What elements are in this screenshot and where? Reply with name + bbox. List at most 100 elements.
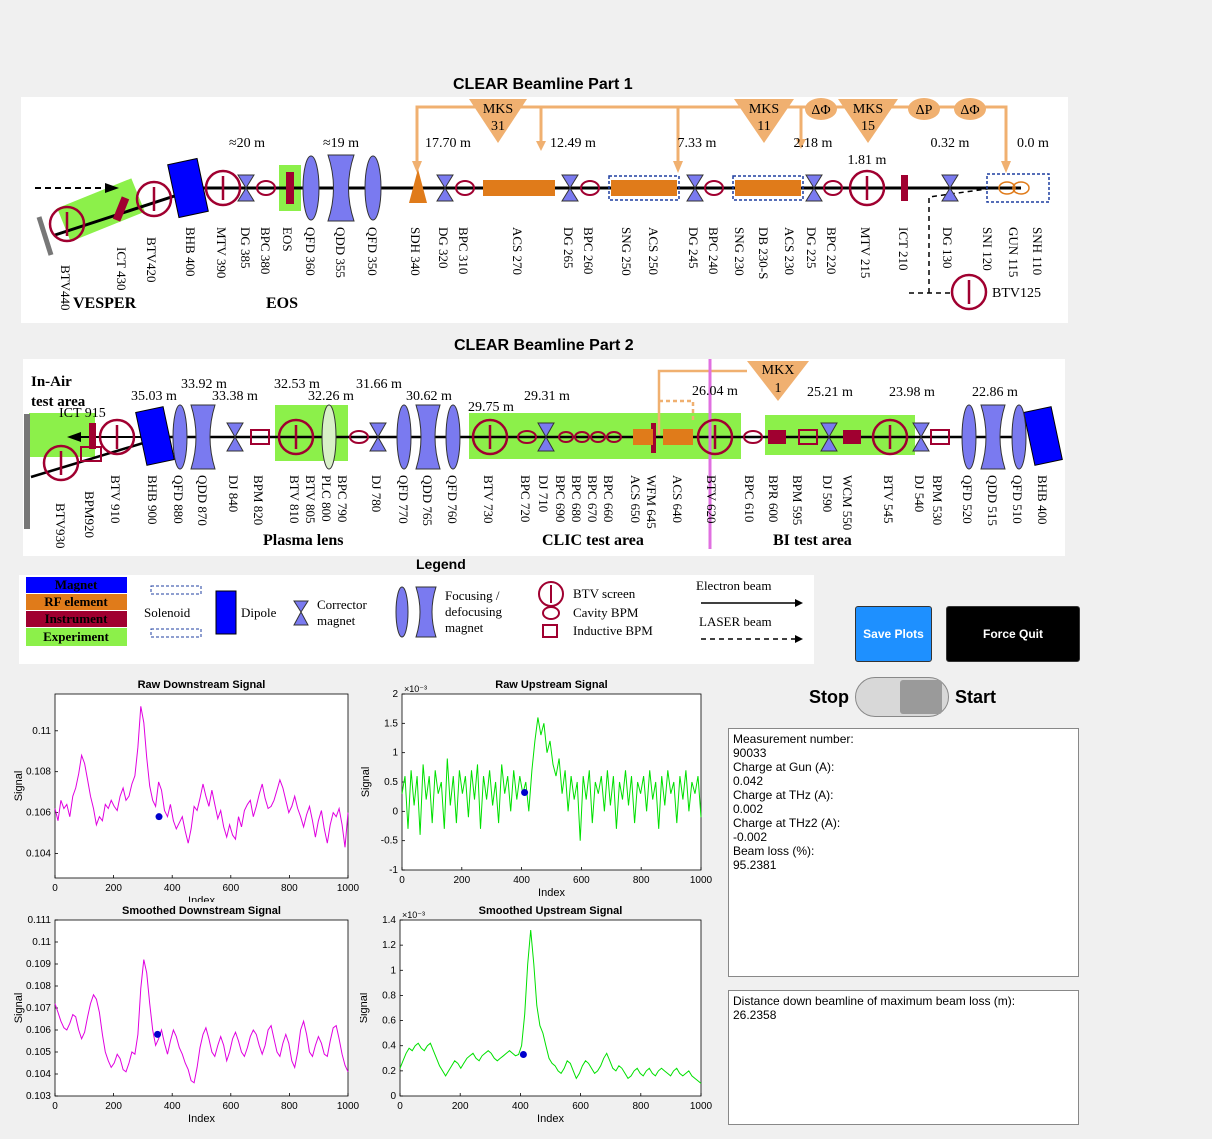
y-tick-label: 0.108	[26, 767, 51, 778]
in-air-label: In-Air	[31, 374, 72, 390]
distance-label: 17.70 m	[425, 136, 471, 151]
element-label: BTV 805	[303, 475, 318, 524]
y-tick-label: 0.109	[26, 959, 51, 970]
x-tick-label: 1000	[690, 1101, 713, 1112]
legend-laser: LASER beam	[699, 614, 772, 629]
element-label: BPM 530	[930, 475, 945, 525]
rf-label-mks31a: MKS	[483, 102, 513, 117]
y-tick-label: 0.8	[382, 990, 396, 1001]
series-line	[54, 706, 349, 848]
element-label: BTV 910	[108, 475, 123, 524]
mkx-label-a: MKX	[762, 363, 795, 378]
plot-title: Raw Upstream Signal	[495, 679, 607, 691]
x-axis-label: Index	[538, 887, 565, 899]
rf-label-mks11a: MKS	[749, 102, 779, 117]
series-line	[401, 717, 702, 841]
area-label-clic: CLIC test area	[542, 532, 644, 549]
start-stop-switch[interactable]	[855, 677, 949, 717]
y-tick-label: 0.2	[382, 1066, 396, 1077]
element-label: EOS	[280, 227, 295, 252]
element-label: BPC 310	[456, 227, 471, 274]
distance-label: ≈20 m	[229, 136, 265, 151]
element-label: BPC 260	[581, 227, 596, 274]
x-tick-label: 600	[222, 1101, 239, 1112]
force-quit-button[interactable]: Force Quit	[946, 606, 1080, 662]
measurement-info-box: Measurement number: 90033 Charge at Gun …	[728, 728, 1079, 977]
x-tick-label: 0	[397, 1101, 403, 1112]
plot-area	[54, 693, 349, 879]
y-axis-label: Signal	[360, 767, 372, 798]
distance-label: 29.31 m	[524, 389, 570, 404]
y-tick-label: 0.4	[382, 1041, 396, 1052]
element-label: SNH 110	[1030, 227, 1045, 275]
element-label: DG 225	[804, 227, 819, 269]
element-label: QFD 510	[1010, 475, 1025, 524]
element-label: BPC 380	[258, 227, 273, 274]
y-tick-label: 0.104	[26, 1069, 51, 1080]
element-label: QDD 765	[420, 475, 435, 526]
element-label: QFD 360	[303, 227, 318, 276]
plot-title: Smoothed Upstream Signal	[479, 905, 623, 917]
measurement-line: 95.2381	[733, 858, 777, 872]
element-label: QFD 880	[171, 475, 186, 524]
legend-corrector-2: magnet	[317, 613, 356, 628]
element-label: QDD 515	[985, 475, 1000, 526]
x-tick-label: 1000	[337, 1101, 360, 1112]
stop-label: Stop	[809, 687, 849, 707]
rf-label-dp: ΔP	[916, 103, 933, 118]
current-marker	[155, 813, 163, 821]
save-plots-button[interactable]: Save Plots	[855, 606, 932, 662]
measurement-line: 0.002	[733, 802, 764, 816]
btv125-label: BTV125	[992, 286, 1041, 301]
legend-rf: RF element	[44, 594, 108, 609]
x-tick-label: 0	[52, 883, 58, 894]
y-tick-label: 0.107	[26, 1003, 51, 1014]
distance-line: 26.2358	[733, 1008, 777, 1022]
element-label: ACS 650	[628, 475, 643, 523]
element-label: GUN 115	[1006, 227, 1021, 277]
x-tick-label: 800	[281, 883, 298, 894]
measurement-line: Beam loss (%):	[733, 844, 815, 858]
x-tick-label: 1000	[690, 875, 713, 886]
distance-label: 0.0 m	[1017, 136, 1049, 151]
measurement-line: Measurement number:	[733, 732, 854, 746]
legend-magnet: Magnet	[55, 577, 98, 592]
smoothed-downstream-plot: Smoothed Downstream Signal Index Signal 0 20…	[13, 905, 360, 1125]
series-line	[399, 930, 702, 1084]
element-label: SNG 230	[732, 227, 747, 276]
mkx-label-b: 1	[775, 381, 782, 396]
x-tick-label: 400	[164, 1101, 181, 1112]
element-label: DB 230-S	[756, 227, 771, 279]
element-label: WCM 550	[840, 475, 855, 530]
element-label: MTV 215	[858, 227, 873, 278]
element-label: ACS 230	[782, 227, 797, 275]
element-label: ACS 270	[510, 227, 525, 275]
element-label: BPM920	[82, 491, 97, 538]
legend-cavity: Cavity BPM	[573, 605, 639, 620]
raw-downstream-plot: Raw Downstream Signal Index Signal 0 200 400 6…	[13, 679, 360, 902]
legend-corrector-1: Corrector	[317, 597, 367, 612]
smoothed-upstream-plot: Smoothed Upstream Signal Index Signal 0 200 4…	[360, 905, 713, 1125]
y-axis-label: Signal	[360, 993, 370, 1024]
distance-label: 1.81 m	[848, 153, 887, 168]
element-label: BHB 400	[183, 227, 198, 276]
distance-label: 22.86 m	[972, 385, 1018, 400]
rf-label-mks15a: MKS	[853, 102, 883, 117]
switch-thumb[interactable]	[900, 680, 942, 714]
x-axis-label: Index	[188, 1113, 215, 1125]
element-label: BHB 900	[145, 475, 160, 524]
y-tick-label: 0.111	[27, 915, 51, 926]
element-label: QFD 770	[396, 475, 411, 524]
distance-label: ≈19 m	[323, 136, 359, 151]
distance-label: 29.75 m	[468, 400, 514, 415]
beamline-part1: MKS 31 MKS 11 MKS 15 ΔΦ ΔP ΔΦ ≈20 m ≈19 …	[21, 97, 1068, 323]
rf-label-mks15b: 15	[861, 119, 875, 134]
distance-line: Distance down beamline of maximum beam l…	[733, 994, 1016, 1008]
element-label: DJ 540	[912, 475, 927, 512]
element-label: BPC 680	[569, 475, 584, 522]
plot-area	[399, 919, 702, 1097]
x-tick-label: 600	[572, 1101, 589, 1112]
raw-upstream-plot: Raw Upstream Signal Index Signal 0 200 400 600…	[360, 679, 713, 899]
y-tick-label: 0	[392, 806, 398, 817]
element-label: BTV 730	[481, 475, 496, 524]
